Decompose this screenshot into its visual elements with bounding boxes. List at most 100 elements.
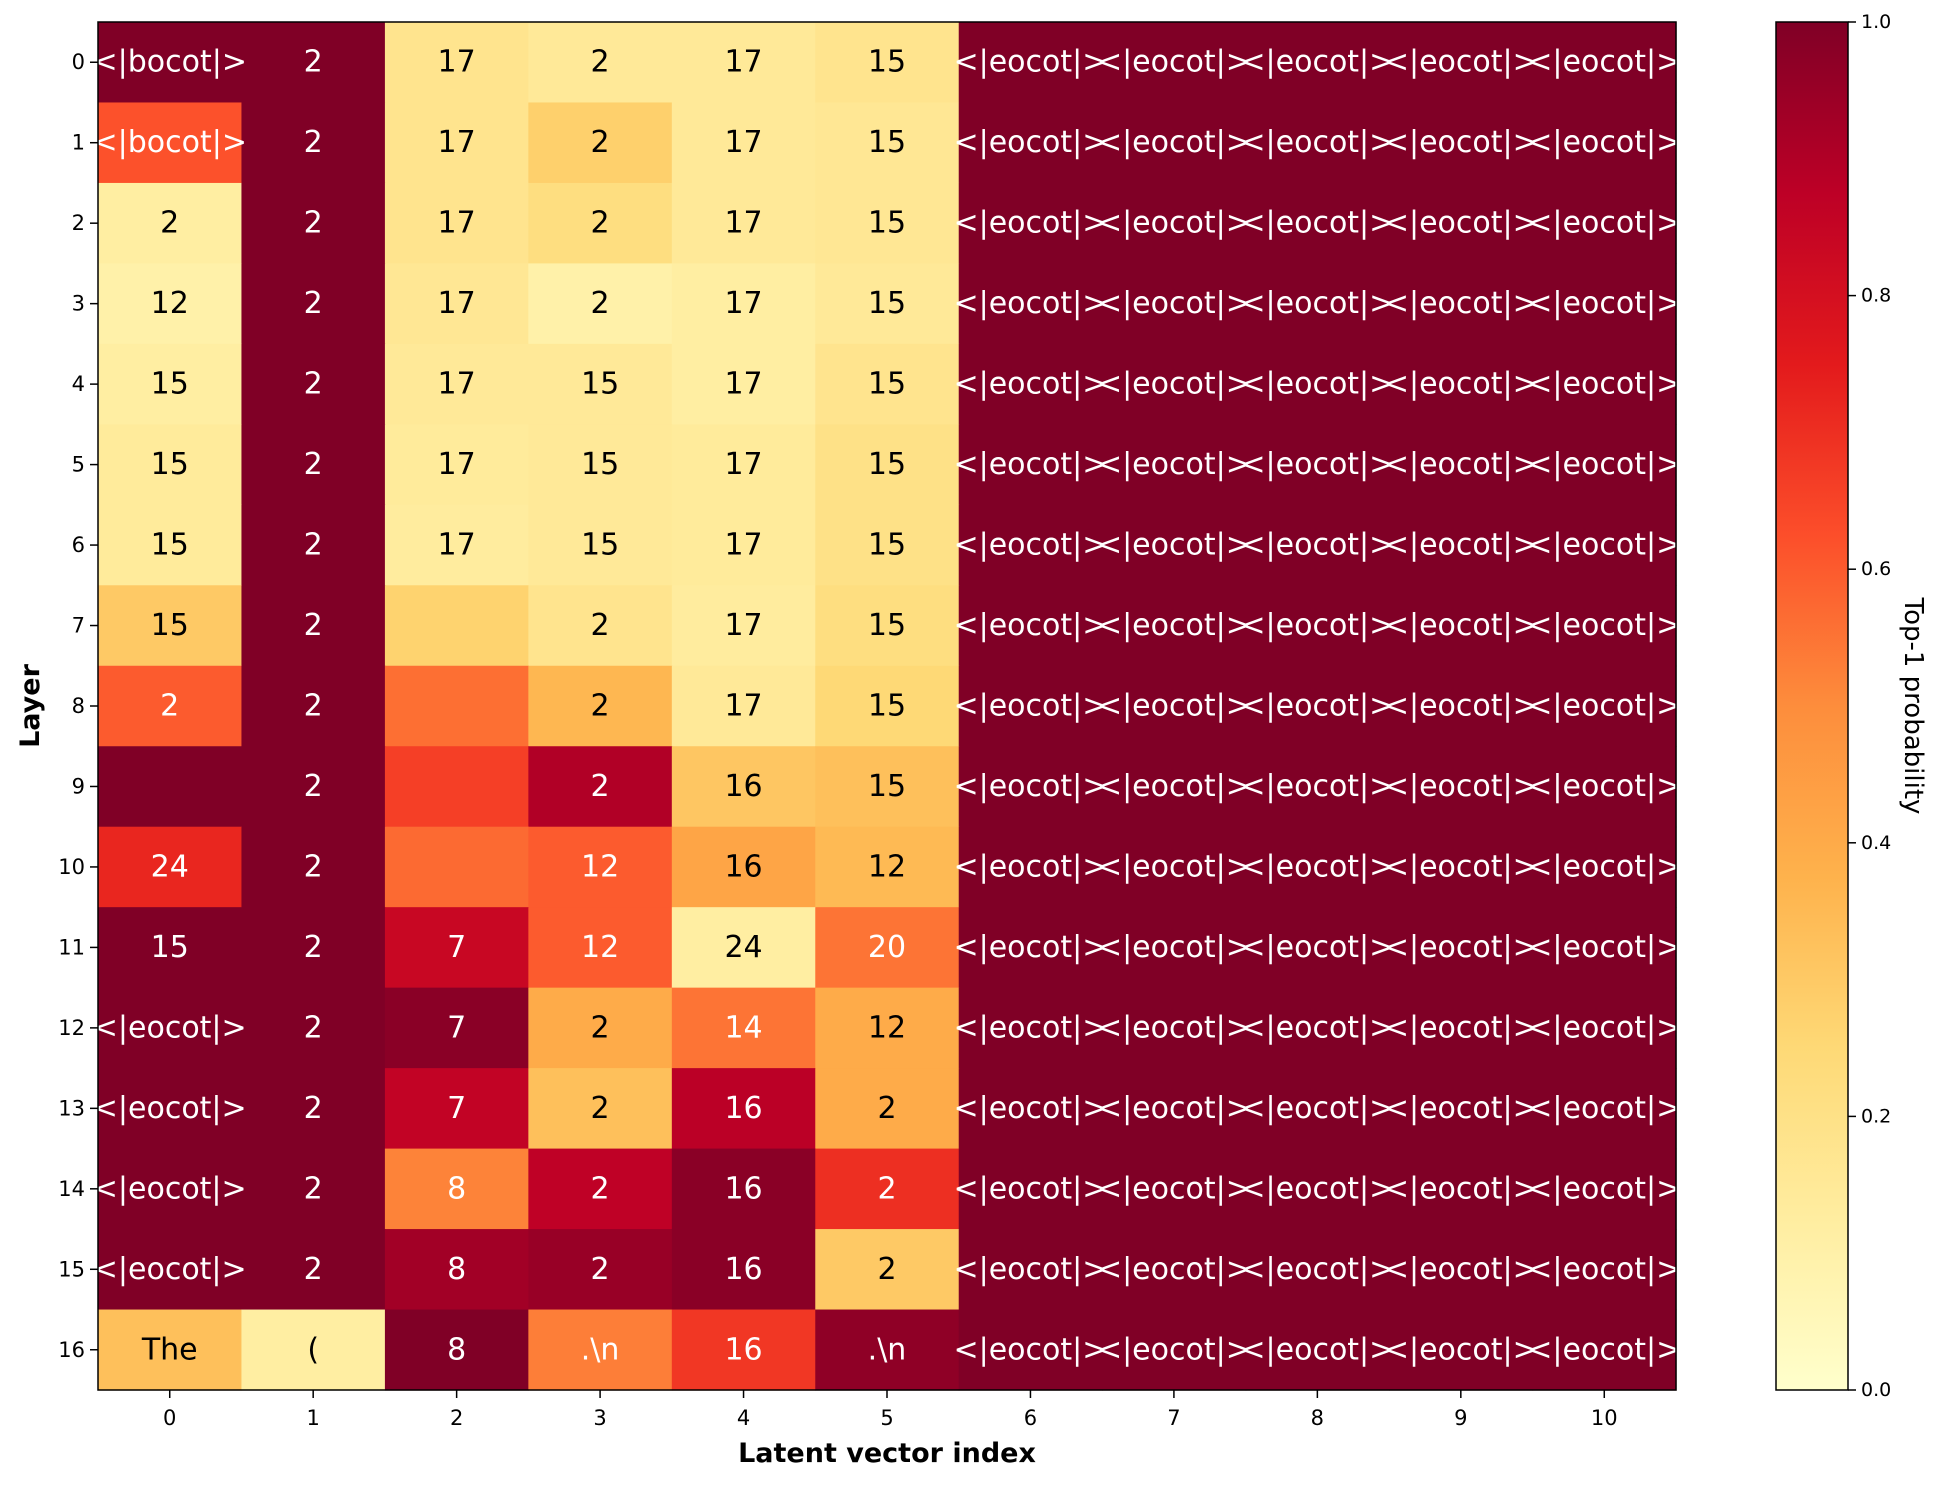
cell-label: 2 [304,447,323,482]
cell-label: 16 [724,1171,762,1206]
cell-label: 2 [304,1010,323,1045]
cell-label: <|eocot|> [1097,286,1251,321]
cell-label: <|eocot|> [1527,286,1681,321]
heatmap-cell [1102,1068,1247,1150]
cell-label: <|eocot|> [93,1091,247,1126]
heatmap-cell [384,263,529,345]
heatmap-cell [958,22,1103,104]
heatmap-cell [1102,665,1247,747]
heatmap-cell [528,987,673,1069]
heatmap-cell [241,746,386,828]
heatmap-cell [528,665,673,747]
cell-label: <|eocot|> [1527,206,1681,241]
cell-label: <|eocot|> [1097,930,1251,965]
cell-label: 17 [438,125,476,160]
heatmap-cell [528,1148,673,1230]
cell-label: <|eocot|> [1384,1010,1538,1045]
cell-label: 15 [868,769,906,804]
cell-label: <|eocot|> [953,367,1107,402]
heatmap-cell [1245,22,1390,104]
heatmap-cell [241,1068,386,1150]
cell-label: <|eocot|> [953,286,1107,321]
heatmap-cell [1389,1068,1534,1150]
heatmap-cell [384,987,529,1069]
heatmap-cell [1532,907,1677,989]
colorbar-ticks: 0.0 0.2 0.4 0.6 0.8 1.0 [1848,11,1891,1401]
heatmap-cell [815,22,960,104]
cell-label: 2 [591,1010,610,1045]
heatmap-cell [1389,1229,1534,1311]
heatmap-cell [1102,182,1247,265]
heatmap-cell [384,585,529,667]
cell-label: <|eocot|> [1240,1332,1394,1367]
cell-label: 12 [151,286,189,321]
cell-label: 2 [160,206,179,241]
x-tick-label: 6 [1024,1406,1037,1430]
y-tick-label: 5 [72,453,85,477]
heatmap-cell [1102,826,1247,908]
heatmap-cell [815,102,960,184]
heatmap-cell [815,826,960,908]
cell-label: 17 [724,528,762,563]
cell-label: <|eocot|> [93,1010,247,1045]
cell-label: 24 [724,930,762,965]
heatmap-cell [671,1309,816,1391]
cell-label: <|eocot|> [953,1171,1107,1206]
heatmap-cell [1102,907,1247,989]
heatmap-cell [958,665,1103,747]
cell-label: 16 [724,849,762,884]
heatmap-cell [671,1229,816,1311]
heatmap-cell [671,504,816,586]
cell-label: 12 [581,849,619,884]
heatmap-cell [815,1148,960,1230]
cell-label: 15 [868,286,906,321]
heatmap-cell [241,102,386,184]
heatmap-cell [528,22,673,104]
cell-label: <|eocot|> [1384,849,1538,884]
heatmap-cell [1102,102,1247,184]
heatmap-cell [528,826,673,908]
cell-label: 2 [877,1252,896,1287]
y-tick-label: 16 [58,1338,85,1362]
cell-label: 2 [304,1091,323,1126]
cell-label: <|eocot|> [1384,689,1538,724]
cell-label: 15 [151,528,189,563]
y-tick-label: 10 [58,855,85,879]
cell-label: 15 [868,45,906,80]
cell-label: <|eocot|> [1240,1010,1394,1045]
heatmap-cell [815,987,960,1069]
cell-label: 15 [581,447,619,482]
heatmap-cell [528,504,673,586]
cell-label: 12 [581,930,619,965]
cell-label: 17 [724,689,762,724]
heatmap-cell [1532,665,1677,747]
heatmap-cell [1532,585,1677,667]
cell-label: <|eocot|> [1384,608,1538,643]
cell-label: 2 [591,1091,610,1126]
heatmap-cell [528,343,673,425]
cell-label: <|eocot|> [953,930,1107,965]
heatmap-cell [1389,343,1534,425]
cell-label: 7 [447,930,466,965]
heatmap-cell [1389,424,1534,506]
heatmap-cell [815,1068,960,1150]
cell-label: <|eocot|> [953,528,1107,563]
heatmap-cell [1245,907,1390,989]
heatmap-cell [98,907,243,989]
cell-label: <|eocot|> [1384,1171,1538,1206]
heatmap-cell [1389,1148,1534,1230]
heatmap-cell [1102,1229,1247,1311]
heatmap-cell [98,102,243,184]
heatmap-cell [384,1148,529,1230]
heatmap-cell [98,987,243,1069]
heatmap-cell [241,1148,386,1230]
heatmap-cell [1245,182,1390,265]
cell-label: <|eocot|> [1097,1171,1251,1206]
heatmap-cell [384,1068,529,1150]
heatmap-cell [958,746,1103,828]
y-tick-label: 15 [58,1257,85,1281]
cell-label: 2 [304,286,323,321]
heatmap-cell [241,504,386,586]
cell-label: 15 [868,206,906,241]
heatmap-cell [1389,987,1534,1069]
